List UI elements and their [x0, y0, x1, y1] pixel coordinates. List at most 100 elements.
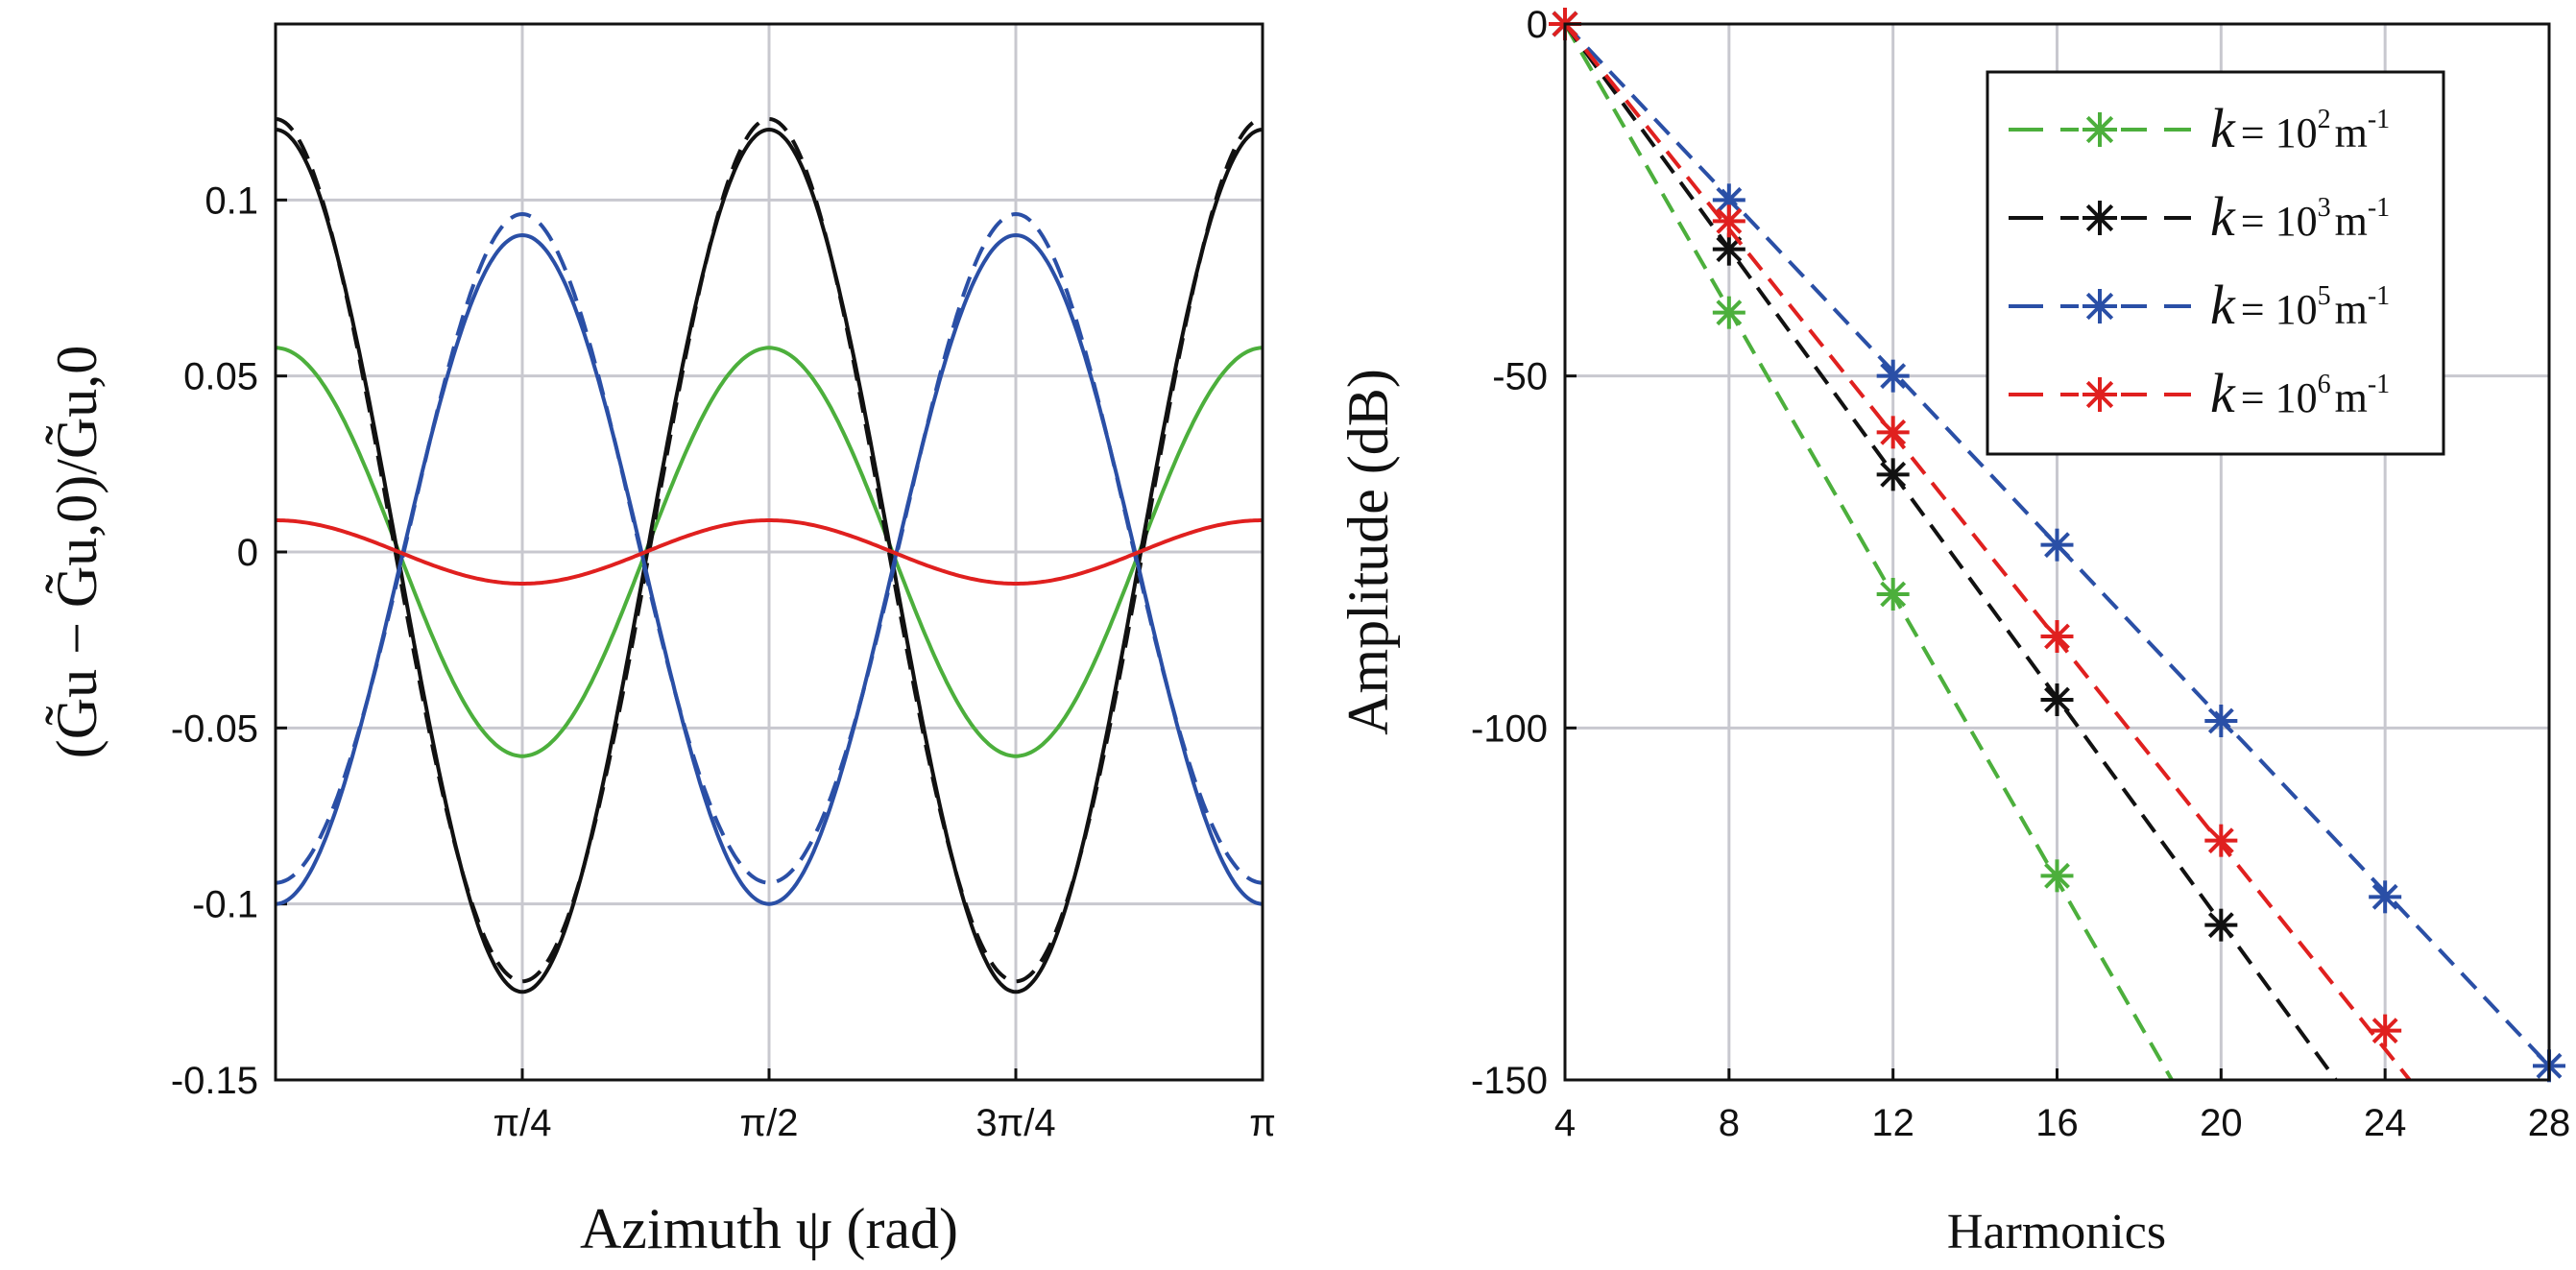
left-y-tick-label-0: 0 [237, 532, 258, 574]
right-x-tick-label-24: 24 [2364, 1102, 2407, 1144]
left-series-group [275, 116, 1264, 994]
data-point-k-10-h20 [2204, 705, 2238, 737]
legend-marker-k-10 [2082, 289, 2117, 323]
legend-label-part: m [2335, 198, 2368, 245]
legend-marker-k-10 [2082, 112, 2117, 147]
right-x-tick-label-28: 28 [2528, 1102, 2571, 1144]
data-point-k-10-h16-stroke [2044, 862, 2070, 889]
data-point-k-10-h24 [2369, 880, 2402, 914]
data-point-k-10-h8 [1712, 204, 1745, 238]
left-y-tick-label-0-05: -0.05 [171, 707, 258, 750]
legend-item-k-10: k = 106m-1 [2009, 362, 2390, 424]
left-y-tick-label-0-05: 0.05 [183, 356, 258, 398]
legend-label-part: k [2210, 185, 2236, 248]
legend-marker-k-10-stroke [2085, 292, 2114, 321]
legend-label-part: = 10 [2241, 198, 2318, 245]
data-point-k-10-h20 [2204, 908, 2238, 942]
right-y-tick-label-0: 0 [1527, 4, 1548, 46]
left-series-line-k-10-solid [275, 346, 1264, 758]
legend-label-part: 2 [2318, 105, 2331, 134]
data-point-k-10-h12-stroke [1880, 419, 1907, 445]
data-point-k-10-h24 [2369, 1014, 2402, 1047]
legend-label-part: 6 [2318, 370, 2331, 399]
legend-box [1986, 70, 2445, 456]
right-y-tick-label-50: -50 [1492, 356, 1548, 398]
left-x-axis-label: Azimuth ψ (rad) [580, 1197, 958, 1260]
data-point-k-10-h12 [1876, 458, 1910, 491]
legend-label-part: 3 [2318, 193, 2331, 223]
data-point-k-10-h16-stroke [2044, 686, 2070, 713]
right-y-tick-label-150: -150 [1471, 1060, 1548, 1102]
right-axes-box [1563, 22, 2551, 1082]
data-point-k-10-h16 [2040, 683, 2074, 716]
legend-label-part: k [2210, 274, 2236, 336]
data-point-k-10-h16 [2040, 859, 2074, 893]
legend-label-part: = 10 [2241, 286, 2318, 333]
left-series-line-k-10-solid [276, 518, 1263, 586]
right-x-tick-label-12: 12 [1871, 1102, 1914, 1144]
legend-label-part: -1 [2368, 370, 2390, 399]
data-point-k-10-h20 [2204, 824, 2238, 857]
data-point-k-10-h8 [1712, 296, 1745, 329]
left-tick-labels: π/4 π/2 3π/4 π 0.1 0.05 0 -0.05 -0.1 -0.15 [171, 180, 1276, 1144]
data-point-k-10-h12 [1876, 359, 1910, 393]
legend-marker-k-10-stroke [2085, 115, 2114, 144]
data-point-k-10-h8-stroke [1716, 300, 1743, 326]
legend-marker-k-10 [2082, 201, 2117, 235]
data-point-k-10-h20-stroke [2207, 827, 2234, 854]
data-point-k-10-h12-stroke [1880, 581, 1907, 608]
left-y-tick-label-0-1: -0.1 [192, 884, 258, 926]
data-point-k-10-h12-stroke [1880, 461, 1907, 488]
right-x-tick-label-16: 16 [2035, 1102, 2079, 1144]
legend-label-part: m [2335, 374, 2368, 421]
legend-label-part: = 10 [2241, 109, 2318, 156]
right-tick-labels: 4 8 12 16 20 24 28 0 -50 -100 -150 [1471, 4, 2570, 1144]
left-x-tick-label-3-4: 3π/4 [975, 1102, 1055, 1144]
data-point-k-10-h12 [1876, 578, 1910, 611]
left-x-tick-label-2: π/2 [740, 1102, 799, 1144]
legend-label-part: k [2210, 97, 2236, 159]
legend-label-part: -1 [2368, 281, 2390, 311]
legend-label-part: -1 [2368, 193, 2390, 223]
legend-label-part: -1 [2368, 105, 2390, 134]
right-y-axis-label: Amplitude (dB) [1336, 369, 1400, 735]
legend-label-part: m [2335, 109, 2368, 156]
left-x-tick-label-: π [1249, 1102, 1276, 1144]
legend-item-k-10: k = 105m-1 [2009, 274, 2390, 336]
legend-label: k = 102m-1 [2210, 97, 2390, 159]
legend-label: k = 103m-1 [2210, 185, 2390, 248]
legend-label-part: 5 [2318, 281, 2331, 311]
legend-label-part: k [2210, 362, 2236, 424]
left-y-axis-label: (G̃u − G̃u,0)/G̃u,0 [45, 346, 108, 758]
data-point-k-10-h12 [1876, 416, 1910, 449]
legend-marker-k-10-stroke [2085, 380, 2114, 409]
legend-label: k = 105m-1 [2210, 274, 2390, 336]
left-x-tick-label-4: π/4 [494, 1102, 552, 1144]
data-point-k-10-h16-stroke [2044, 623, 2070, 650]
data-point-k-10-h16 [2040, 620, 2074, 653]
data-point-k-10-h24-stroke [2371, 1018, 2398, 1044]
left-y-tick-label-0-1: 0.1 [205, 180, 258, 222]
left-plot-panel: π/4 π/2 3π/4 π 0.1 0.05 0 -0.05 -0.1 -0.15 Azimut… [45, 22, 1276, 1260]
legend-item-k-10: k = 102m-1 [2009, 97, 2390, 159]
data-point-k-10-h16-stroke [2044, 532, 2070, 559]
legend-label-part: m [2335, 286, 2368, 333]
legend-label: k = 106m-1 [2210, 362, 2390, 424]
right-y-tick-label-100: -100 [1471, 707, 1548, 750]
legend: k = 102m-1k = 103m-1k = 105m-1k = 106m-1 [1986, 70, 2445, 456]
left-axes-box [274, 22, 1264, 1082]
legend-item-k-10: k = 103m-1 [2009, 185, 2390, 248]
left-y-tick-label-0-15: -0.15 [171, 1060, 258, 1102]
legend-marker-k-10 [2082, 377, 2117, 412]
right-x-tick-label-20: 20 [2200, 1102, 2243, 1144]
data-point-k-10-h24-stroke [2371, 883, 2398, 910]
right-x-axis-label: Harmonics [1947, 1205, 2166, 1259]
legend-marker-k-10-stroke [2085, 204, 2114, 232]
left-series-line-k-10-dashed [275, 211, 1264, 885]
right-x-tick-label-8: 8 [1719, 1102, 1740, 1144]
right-series-fit-line-k-10 [1563, 22, 2338, 1082]
data-point-k-10-h8-stroke [1716, 186, 1743, 213]
right-series-fit-line-k-10 [1563, 23, 2174, 1081]
legend-label-part: = 10 [2241, 374, 2318, 421]
